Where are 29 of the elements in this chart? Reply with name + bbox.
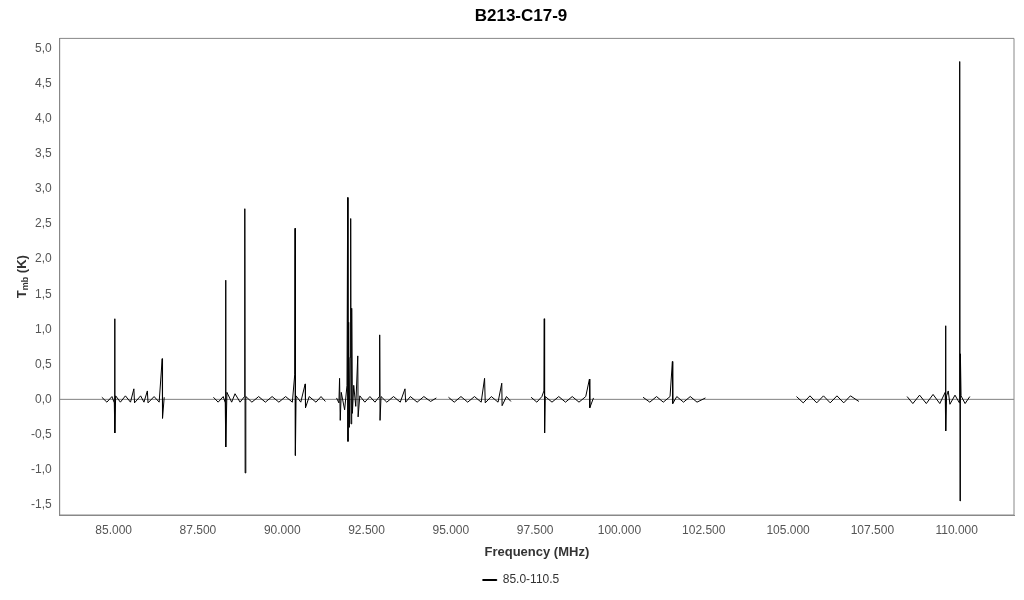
y-tick-label: 3,5 <box>34 146 52 161</box>
x-tick-label: 95.000 <box>432 522 470 537</box>
y-tick-label: 1,5 <box>34 286 52 301</box>
y-tick-label: 0,5 <box>34 356 52 371</box>
y-tick-label: -0,5 <box>30 426 52 441</box>
x-tick-label: 110.000 <box>935 522 979 537</box>
chart-title: B213-C17-9 <box>474 5 568 25</box>
x-axis-title: Frequency (MHz) <box>484 543 590 559</box>
legend-label: 85.0-110.5 <box>502 572 560 587</box>
x-tick-label: 107.500 <box>850 522 895 537</box>
x-tick-label: 90.000 <box>263 522 301 537</box>
y-axis-title: Tmb (K) <box>13 255 31 299</box>
y-tick-label: 4,5 <box>34 76 52 91</box>
y-tick-label: 4,0 <box>34 111 52 126</box>
y-tick-label: 3,0 <box>34 181 52 196</box>
y-tick-label: 2,5 <box>34 216 52 231</box>
x-tick-label: 100.000 <box>597 522 642 537</box>
y-tick-label: -1,0 <box>30 461 52 476</box>
x-tick-label: 85.000 <box>95 522 133 537</box>
y-tick-label: 5,0 <box>34 41 52 56</box>
x-tick-label: 97.500 <box>516 522 554 537</box>
x-tick-label: 92.500 <box>348 522 386 537</box>
x-tick-label: 105.000 <box>766 522 811 537</box>
x-tick-label: 102.500 <box>682 522 726 537</box>
y-tick-label: 1,0 <box>34 321 52 336</box>
y-tick-label: 0,0 <box>34 391 52 406</box>
x-tick-label: 87.500 <box>179 522 217 537</box>
y-tick-label: 2,0 <box>34 251 52 266</box>
y-tick-label: -1,5 <box>30 496 52 511</box>
